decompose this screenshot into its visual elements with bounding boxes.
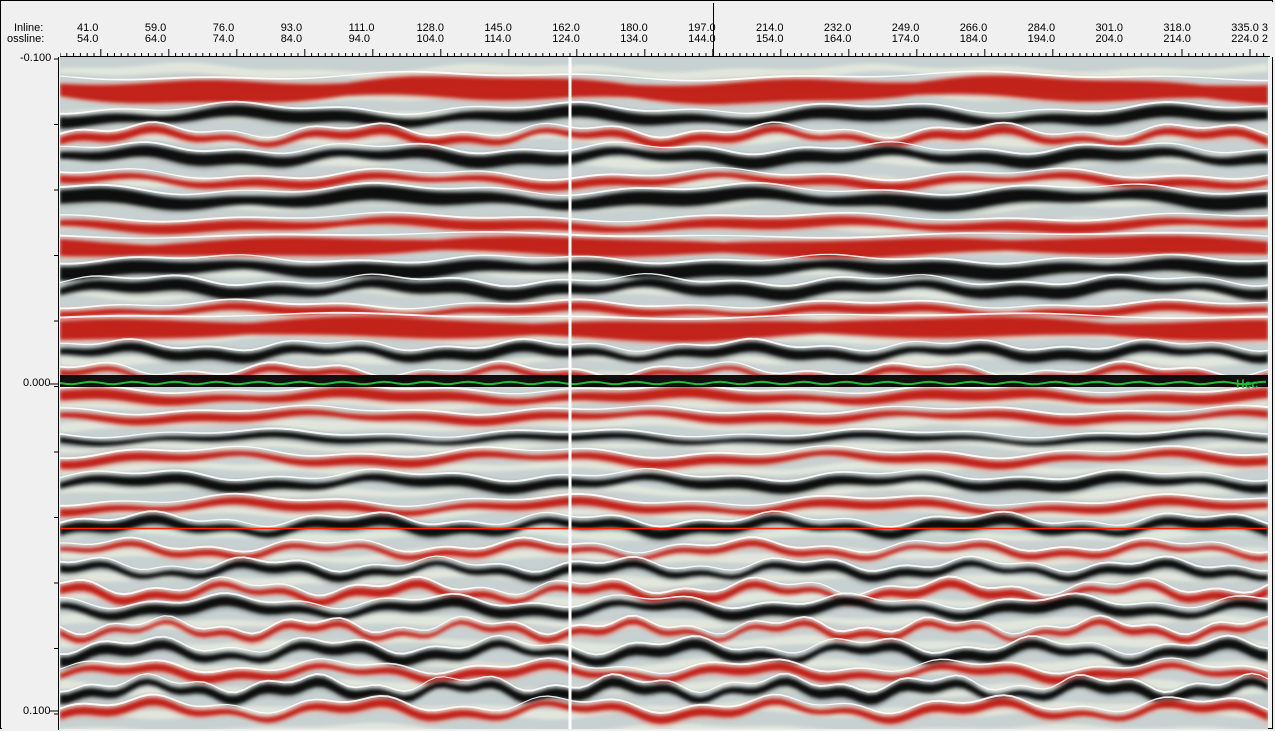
inline-value: 318.0 [1163,22,1191,34]
crossline-label: ossline: [7,33,45,45]
crossline-value: 84.0 [280,33,303,45]
crossline-value: 114.0 [484,33,512,45]
inline-value: 232.0 [823,22,852,34]
time-axis-panel: -0.100 0.000 0.100 [2,53,60,730]
crossline-value: 144.0 [688,33,716,45]
inline-value: 41.0 [77,22,99,34]
inline-value: 111.0 [348,22,375,34]
inline-label: Inline: [14,22,44,34]
inline-value: 162.0 [552,22,580,34]
inline-value: 93.0 [280,22,303,34]
time-label-bottom: 0.100 [23,705,51,717]
crossline-value: 164.0 [823,33,852,45]
inline-value: 249.0 [891,22,920,34]
crossline-value: 224.0 2 [1231,33,1268,45]
crossline-value: 74.0 [212,33,235,45]
inline-value: 301.0 [1095,22,1124,34]
crossline-value: 64.0 [144,33,167,45]
crossline-value: 184.0 [959,33,988,45]
seismic-amplitude-display[interactable] [60,57,1268,729]
time-label-zero: 0.000 [23,377,51,389]
crossline-value: 104.0 [416,33,445,45]
inline-value: 145.0 [484,22,512,34]
crossline-value: 154.0 [756,33,784,45]
inline-value: 266.0 [959,22,988,34]
crossline-value: 214.0 [1163,33,1191,45]
time-label-top: -0.100 [20,52,52,64]
seismic-section-canvas[interactable]: Hec [60,57,1268,729]
inline-value: 59.0 [144,22,167,34]
inline-value: 335.0 3 [1231,22,1268,34]
crossline-value: 174.0 [891,33,920,45]
header-separator [713,3,714,57]
crossline-value: 54.0 [77,33,99,45]
inline-value: 180.0 [620,22,648,34]
inline-value: 214.0 [756,22,784,34]
crossline-value: 204.0 [1095,33,1124,45]
inline-value: 76.0 [212,22,235,34]
trace-header-annotation: Inline: ossline: 41.0 59.0 76.0 93.0 111.0 12… [2,2,1273,57]
crossline-value: 134.0 [620,33,648,45]
inline-value: 197.0 [688,22,716,34]
crossline-value: 194.0 [1027,33,1056,45]
horizon-name-label: Hec [1236,377,1259,391]
crossline-value: 94.0 [348,33,371,45]
inline-value: 128.0 [416,22,445,34]
crossline-value: 124.0 [552,33,580,45]
time-tick-marks [50,57,59,730]
inline-value: 284.0 [1027,22,1056,34]
trace-tick-marks [60,49,1270,57]
